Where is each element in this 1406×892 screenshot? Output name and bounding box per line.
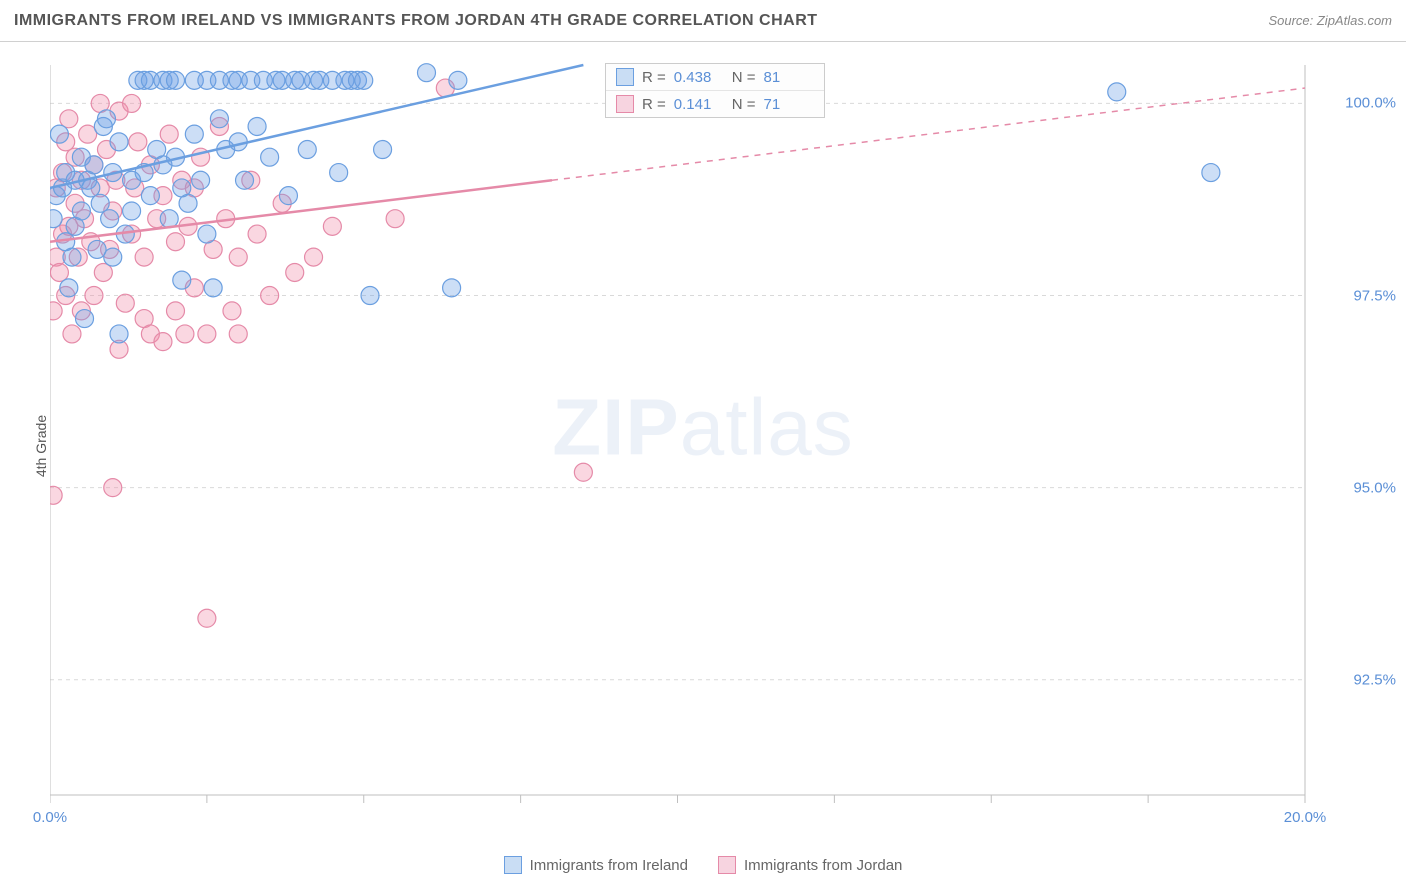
jordan-swatch-icon: [718, 856, 736, 874]
scatter-chart: [50, 55, 1350, 815]
bottom-legend: Immigrants from Ireland Immigrants from …: [0, 856, 1406, 874]
n-label: N =: [732, 96, 756, 113]
correlation-row-ireland: R = 0.438 N = 81: [606, 64, 824, 90]
ireland-r-value: 0.438: [674, 69, 724, 86]
ireland-swatch-icon: [616, 68, 634, 86]
x-tick-label: 0.0%: [33, 809, 67, 826]
ireland-n-value: 81: [764, 69, 814, 86]
chart-header: IMMIGRANTS FROM IRELAND VS IMMIGRANTS FR…: [0, 0, 1406, 42]
correlation-row-jordan: R = 0.141 N = 71: [606, 90, 824, 117]
r-label: R =: [642, 96, 666, 113]
jordan-r-value: 0.141: [674, 96, 724, 113]
ireland-legend-label: Immigrants from Ireland: [530, 857, 688, 874]
legend-item-ireland: Immigrants from Ireland: [504, 856, 688, 874]
jordan-swatch-icon: [616, 95, 634, 113]
y-tick-label: 95.0%: [1353, 479, 1396, 496]
jordan-legend-label: Immigrants from Jordan: [744, 857, 902, 874]
y-tick-label: 100.0%: [1345, 95, 1396, 112]
y-tick-label: 92.5%: [1353, 671, 1396, 688]
chart-title: IMMIGRANTS FROM IRELAND VS IMMIGRANTS FR…: [14, 12, 818, 30]
ireland-swatch-icon: [504, 856, 522, 874]
legend-item-jordan: Immigrants from Jordan: [718, 856, 902, 874]
jordan-n-value: 71: [764, 96, 814, 113]
y-tick-label: 97.5%: [1353, 287, 1396, 304]
chart-source: Source: ZipAtlas.com: [1268, 13, 1392, 28]
y-axis-label: 4th Grade: [33, 415, 49, 477]
x-tick-label: 20.0%: [1284, 809, 1327, 826]
n-label: N =: [732, 69, 756, 86]
correlation-legend-box: R = 0.438 N = 81 R = 0.141 N = 71: [605, 63, 825, 118]
r-label: R =: [642, 69, 666, 86]
